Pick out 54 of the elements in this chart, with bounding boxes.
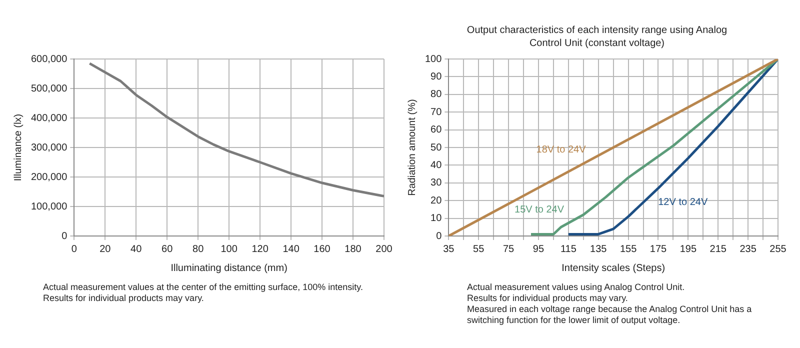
y-tick-label: 200,000 bbox=[30, 172, 68, 183]
x-tick-label: 95 bbox=[532, 244, 544, 255]
x-tick-label: 40 bbox=[130, 244, 142, 255]
y-tick-label: 70 bbox=[430, 106, 442, 118]
series-label: 18V to 24V bbox=[536, 144, 586, 156]
y-tick-label: 300,000 bbox=[30, 142, 68, 154]
x-tick-label: 80 bbox=[192, 244, 204, 255]
x-tick-label: 100 bbox=[220, 244, 238, 255]
x-tick-label: 20 bbox=[100, 244, 112, 255]
y-tick-label: 0 bbox=[436, 230, 442, 242]
text: Actual measurement values at the center of the emitting surface, 100% intensity. bbox=[43, 282, 364, 293]
series-label: 15V to 24V bbox=[514, 204, 564, 216]
text: Results for individual products may vary. bbox=[43, 293, 205, 304]
y-tick-label: 100,000 bbox=[30, 201, 68, 212]
y-tick-label: 80 bbox=[430, 89, 442, 100]
y-axis-title: Radiation amount (%) bbox=[406, 99, 418, 196]
x-tick-label: 215 bbox=[710, 244, 727, 255]
y-axis-title: Illuminance (lx) bbox=[12, 114, 24, 182]
x-tick-label: 115 bbox=[560, 244, 577, 255]
chart-title: Output characteristics of each intensity range using Analog Control Unit (constant voltage) bbox=[466, 24, 728, 50]
x-axis-title: Intensity scales (Steps) bbox=[562, 262, 666, 274]
y-tick-label: 50 bbox=[430, 142, 442, 154]
y-tick-label: 100 bbox=[424, 54, 442, 65]
x-tick-label: 35 bbox=[443, 244, 455, 255]
series-label: 12V to 24V bbox=[658, 197, 708, 208]
y-tick-label: 400,000 bbox=[30, 112, 68, 124]
text: Measured in each voltage range because the Analog Control Unit has a switching function for the lower limit of output voltage. bbox=[467, 304, 753, 326]
x-tick-label: 195 bbox=[680, 244, 697, 255]
y-tick-label: 90 bbox=[430, 71, 442, 82]
x-tick-label: 120 bbox=[252, 244, 269, 255]
y-tick-label: 40 bbox=[430, 160, 442, 171]
x-tick-label: 60 bbox=[162, 244, 174, 255]
x-axis-title: Illuminating distance (mm) bbox=[170, 262, 288, 274]
x-tick-label: 140 bbox=[282, 244, 300, 255]
y-tick-label: 10 bbox=[430, 213, 442, 224]
x-tick-label: 55 bbox=[473, 244, 485, 255]
x-tick-label: 155 bbox=[620, 244, 638, 255]
x-tick-label: 175 bbox=[650, 244, 668, 255]
y-tick-label: 500,000 bbox=[30, 83, 68, 94]
text: Actual measurement values using Analog Control Unit. bbox=[467, 282, 686, 293]
x-tick-label: 235 bbox=[740, 244, 757, 255]
y-tick-label: 30 bbox=[430, 178, 442, 189]
x-tick-label: 135 bbox=[590, 244, 608, 255]
x-tick-label: 180 bbox=[344, 244, 362, 255]
x-tick-label: 255 bbox=[770, 244, 787, 255]
y-tick-label: 600,000 bbox=[30, 54, 68, 65]
text: Results for individual products may vary. bbox=[467, 293, 629, 304]
y-tick-label: 20 bbox=[430, 195, 442, 206]
x-tick-label: 75 bbox=[503, 244, 515, 255]
x-tick-label: 160 bbox=[314, 244, 331, 255]
y-tick-label: 0 bbox=[62, 230, 68, 242]
x-tick-label: 200 bbox=[376, 244, 393, 255]
x-tick-label: 0 bbox=[71, 244, 78, 255]
y-tick-label: 60 bbox=[430, 124, 442, 136]
